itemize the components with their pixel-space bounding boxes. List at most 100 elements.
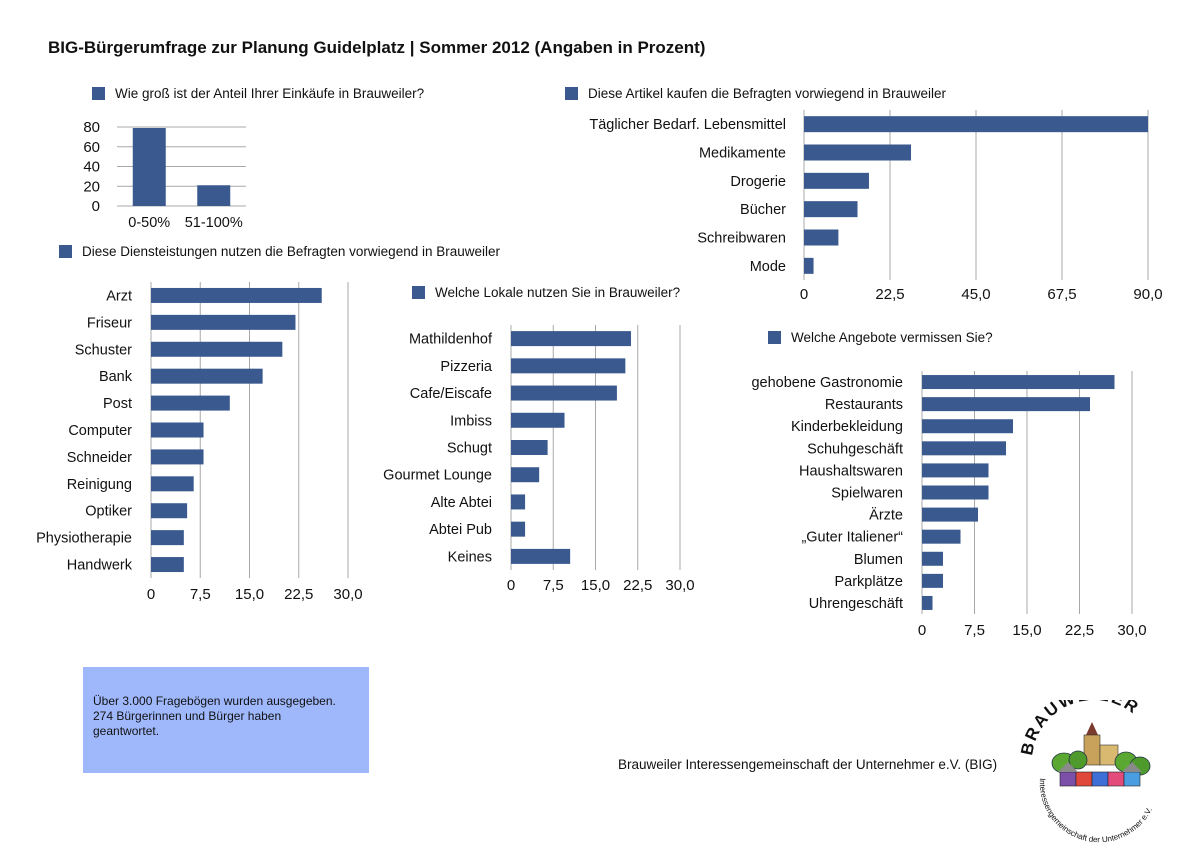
- bar: [151, 422, 204, 438]
- category-label: Gourmet Lounge: [383, 468, 492, 484]
- category-label: Ärzte: [869, 507, 903, 524]
- y-tick-label: 20: [83, 178, 100, 195]
- legend-swatch: [565, 87, 578, 100]
- category-label: Reinigung: [67, 477, 132, 493]
- x-tick-label: 15,0: [235, 586, 264, 603]
- bar: [922, 573, 943, 588]
- bar: [151, 449, 204, 465]
- chart-title-einkaeufe: Wie groß ist der Anteil Ihrer Einkäufe i…: [115, 86, 425, 101]
- bar: [511, 548, 571, 564]
- x-tick-label: 7,5: [964, 622, 985, 639]
- category-label: Optiker: [85, 504, 132, 520]
- bar: [922, 441, 1006, 456]
- legend-swatch: [768, 331, 781, 344]
- y-tick-label: 40: [83, 159, 100, 176]
- category-label: Uhrengeschäft: [809, 596, 903, 612]
- bar: [511, 358, 626, 374]
- logo-subtitle: Interessengemeinschaft der Unternehmer e…: [1038, 778, 1154, 844]
- bar: [922, 529, 961, 544]
- category-label: Physiotherapie: [36, 531, 132, 547]
- category-label: Haushaltswaren: [799, 463, 903, 479]
- brauweiler-logo: BRAUWEILER Interessengemeinschaft der Un…: [1018, 700, 1154, 844]
- bar: [922, 485, 989, 500]
- bar: [804, 144, 912, 161]
- footer-organization: Brauweiler Interessengemeinschaft der Un…: [618, 757, 998, 772]
- bar: [922, 463, 989, 478]
- bar: [151, 530, 184, 546]
- info-line: Über 3.000 Fragebögen wurden ausgegeben.: [93, 694, 336, 708]
- category-label: Friseur: [87, 315, 132, 331]
- x-tick-label: 0: [147, 586, 155, 603]
- bar: [804, 229, 839, 246]
- category-label: „Guter Italiener“: [801, 530, 903, 546]
- bar: [151, 368, 263, 384]
- x-tick-label: 0: [800, 286, 808, 303]
- y-tick-label: 0: [92, 198, 100, 215]
- category-label: Schreibwaren: [697, 231, 786, 247]
- bar: [511, 467, 540, 483]
- category-label: Alte Abtei: [431, 495, 492, 511]
- x-tick-label: 7,5: [190, 586, 211, 603]
- x-tick-label: 0-50%: [128, 215, 170, 231]
- category-label: Schneider: [67, 450, 132, 466]
- legend-dienstleistungen: Diese Diensteistungen nutzen die Befragt…: [59, 244, 500, 259]
- bar: [922, 595, 933, 610]
- category-label: Keines: [448, 549, 492, 565]
- y-tick-label: 60: [83, 139, 100, 156]
- x-tick-label: 90,0: [1133, 286, 1162, 303]
- bar: [804, 172, 869, 189]
- category-label: Schuster: [75, 342, 132, 358]
- category-label: Arzt: [106, 288, 132, 304]
- x-tick-label: 51-100%: [185, 215, 243, 231]
- category-label: Mode: [750, 259, 786, 275]
- category-label: Computer: [68, 423, 132, 439]
- bar: [511, 494, 526, 510]
- x-tick-label: 22,5: [1065, 622, 1094, 639]
- church-icon: [1083, 722, 1119, 766]
- category-label: Blumen: [854, 552, 903, 568]
- chart-title-dienstleistungen: Diese Diensteistungen nutzen die Befragt…: [82, 244, 500, 259]
- x-tick-label: 30,0: [333, 586, 362, 603]
- bar: [197, 185, 231, 206]
- category-label: Restaurants: [825, 397, 903, 413]
- legend-artikel: Diese Artikel kaufen die Befragten vorwi…: [565, 86, 946, 101]
- category-label: Cafe/Eiscafe: [410, 386, 492, 402]
- bar: [922, 397, 1090, 412]
- category-label: Post: [103, 396, 132, 412]
- legend-swatch: [412, 286, 425, 299]
- category-label: Schuhgeschäft: [807, 441, 903, 457]
- category-label: Bank: [99, 369, 133, 385]
- bar: [151, 476, 194, 492]
- legend-lokale: Welche Lokale nutzen Sie in Brauweiler?: [412, 285, 680, 300]
- category-label: Imbiss: [450, 413, 492, 429]
- bar: [511, 331, 631, 347]
- bar: [804, 201, 858, 218]
- x-tick-label: 15,0: [1012, 622, 1041, 639]
- chart-title-angebote: Welche Angebote vermissen Sie?: [791, 330, 993, 345]
- bar: [511, 440, 548, 455]
- category-label: Schugt: [447, 441, 492, 457]
- bar: [151, 395, 230, 411]
- category-label: Abtei Pub: [429, 522, 492, 538]
- bar: [151, 341, 283, 357]
- chart-title-lokale: Welche Lokale nutzen Sie in Brauweiler?: [435, 285, 681, 300]
- bar: [151, 287, 322, 303]
- category-label: Bücher: [740, 202, 786, 218]
- legend-angebote: Welche Angebote vermissen Sie?: [768, 330, 993, 345]
- x-tick-label: 22,5: [875, 286, 904, 303]
- bar: [922, 375, 1115, 390]
- category-label: Pizzeria: [440, 359, 493, 375]
- category-label: Parkplätze: [834, 574, 903, 590]
- bar: [511, 521, 526, 537]
- category-label: Kinderbekleidung: [791, 419, 903, 435]
- bar: [922, 551, 943, 566]
- x-tick-label: 15,0: [581, 577, 610, 594]
- info-line: 274 Bürgerinnen und Bürger haben: [93, 709, 282, 723]
- x-tick-label: 0: [507, 577, 515, 594]
- bar: [922, 507, 978, 522]
- x-tick-label: 45,0: [961, 286, 990, 303]
- legend-einkaeufe: Wie groß ist der Anteil Ihrer Einkäufe i…: [92, 86, 424, 101]
- logo-title: BRAUWEILER: [1018, 700, 1143, 757]
- x-tick-label: 67,5: [1047, 286, 1076, 303]
